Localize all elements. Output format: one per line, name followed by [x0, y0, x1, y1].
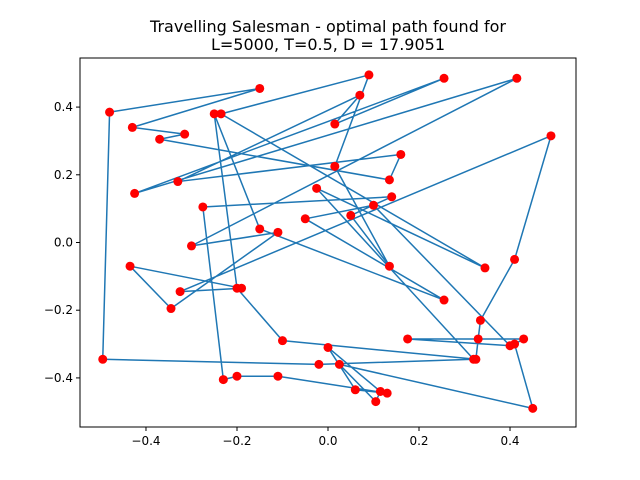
city-point-37 [334, 359, 344, 369]
chart-title-line-1: Travelling Salesman - optimal path found… [149, 17, 506, 36]
city-point-54 [312, 183, 322, 193]
city-point-36 [528, 403, 538, 413]
city-point-48 [346, 210, 356, 220]
city-point-2 [255, 83, 265, 93]
y-tick-label: 0.2 [54, 168, 73, 182]
city-point-38 [371, 397, 381, 407]
city-point-6 [384, 175, 394, 185]
city-point-28 [255, 224, 265, 234]
city-point-8 [173, 177, 183, 187]
axis-ticks: −0.4 −0.2 0.0 0.2 0.4 −0.4 −0.2 0.0 0.2 0.4 [44, 100, 520, 448]
city-point-22 [475, 315, 485, 325]
city-point-46 [198, 202, 208, 212]
city-point-1 [105, 107, 115, 117]
city-point-14 [186, 241, 196, 251]
city-point-45 [218, 375, 228, 385]
x-tick-label: −0.2 [222, 434, 251, 448]
city-point-10 [330, 119, 340, 129]
city-point-15 [273, 227, 283, 237]
city-point-26 [232, 283, 242, 293]
city-point-52 [216, 109, 226, 119]
city-point-35 [510, 339, 520, 349]
city-point-7 [396, 149, 406, 159]
city-point-5 [155, 134, 165, 144]
city-point-30 [300, 214, 310, 224]
city-point-20 [546, 131, 556, 141]
city-point-3 [127, 122, 137, 132]
axes-frame [79, 57, 577, 428]
city-point-19 [175, 287, 185, 297]
city-point-56 [314, 359, 324, 369]
city-point-47 [387, 192, 397, 202]
city-point-55 [469, 354, 479, 364]
x-tick-label: 0.4 [500, 434, 519, 448]
y-tick-label: −0.4 [44, 371, 73, 385]
y-tick-label: 0.0 [54, 236, 73, 250]
city-point-13 [512, 73, 522, 83]
city-point-41 [350, 385, 360, 395]
city-point-21 [510, 254, 520, 264]
city-point-27 [209, 109, 219, 119]
city-point-43 [273, 371, 283, 381]
city-point-31 [369, 200, 378, 210]
x-tick-label: 0.0 [318, 434, 337, 448]
x-tick-label: 0.2 [409, 434, 428, 448]
city-point-33 [403, 334, 413, 344]
city-point-42 [382, 388, 392, 398]
city-point-4 [180, 129, 190, 139]
city-point-49 [384, 261, 394, 271]
city-point-11 [439, 73, 449, 83]
city-point-9 [355, 90, 365, 100]
city-point-12 [130, 188, 140, 198]
city-point-0 [98, 354, 108, 364]
city-point-40 [323, 342, 333, 352]
chart-title-line-2: L=5000, T=0.5, D = 17.9051 [211, 35, 445, 54]
y-tick-label: −0.2 [44, 303, 73, 317]
city-point-34 [519, 334, 529, 344]
city-point-53 [480, 263, 490, 273]
city-point-25 [278, 336, 287, 346]
y-tick-label: 0.4 [54, 100, 73, 114]
city-point-16 [166, 304, 176, 314]
city-point-50 [330, 161, 340, 171]
plot-area [98, 70, 556, 413]
x-tick-label: −0.4 [131, 434, 160, 448]
city-point-29 [439, 295, 449, 305]
tour-path-line [102, 74, 552, 410]
city-point-17 [125, 261, 135, 271]
city-point-23 [473, 334, 483, 344]
city-point-44 [232, 371, 242, 381]
city-point-51 [364, 70, 374, 80]
city-point-39 [375, 386, 385, 396]
